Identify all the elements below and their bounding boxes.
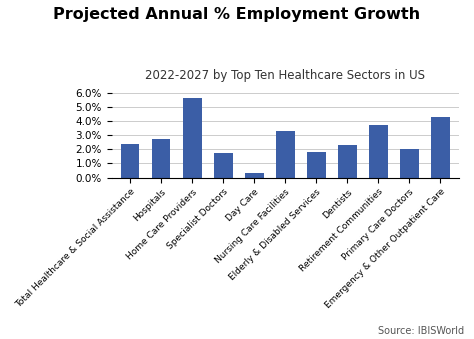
Bar — [152, 139, 171, 178]
Bar — [307, 152, 326, 178]
Title: 2022-2027 by Top Ten Healthcare Sectors in US: 2022-2027 by Top Ten Healthcare Sectors … — [145, 69, 425, 82]
Text: Projected Annual % Employment Growth: Projected Annual % Employment Growth — [54, 7, 420, 22]
Bar — [400, 149, 419, 178]
Bar — [276, 131, 294, 178]
Bar — [183, 98, 201, 178]
Text: Source: IBISWorld: Source: IBISWorld — [378, 326, 465, 336]
Bar — [245, 173, 264, 178]
Bar — [369, 125, 388, 178]
Bar — [338, 145, 356, 178]
Bar — [431, 117, 450, 178]
Bar — [121, 144, 139, 178]
Bar — [214, 154, 233, 178]
